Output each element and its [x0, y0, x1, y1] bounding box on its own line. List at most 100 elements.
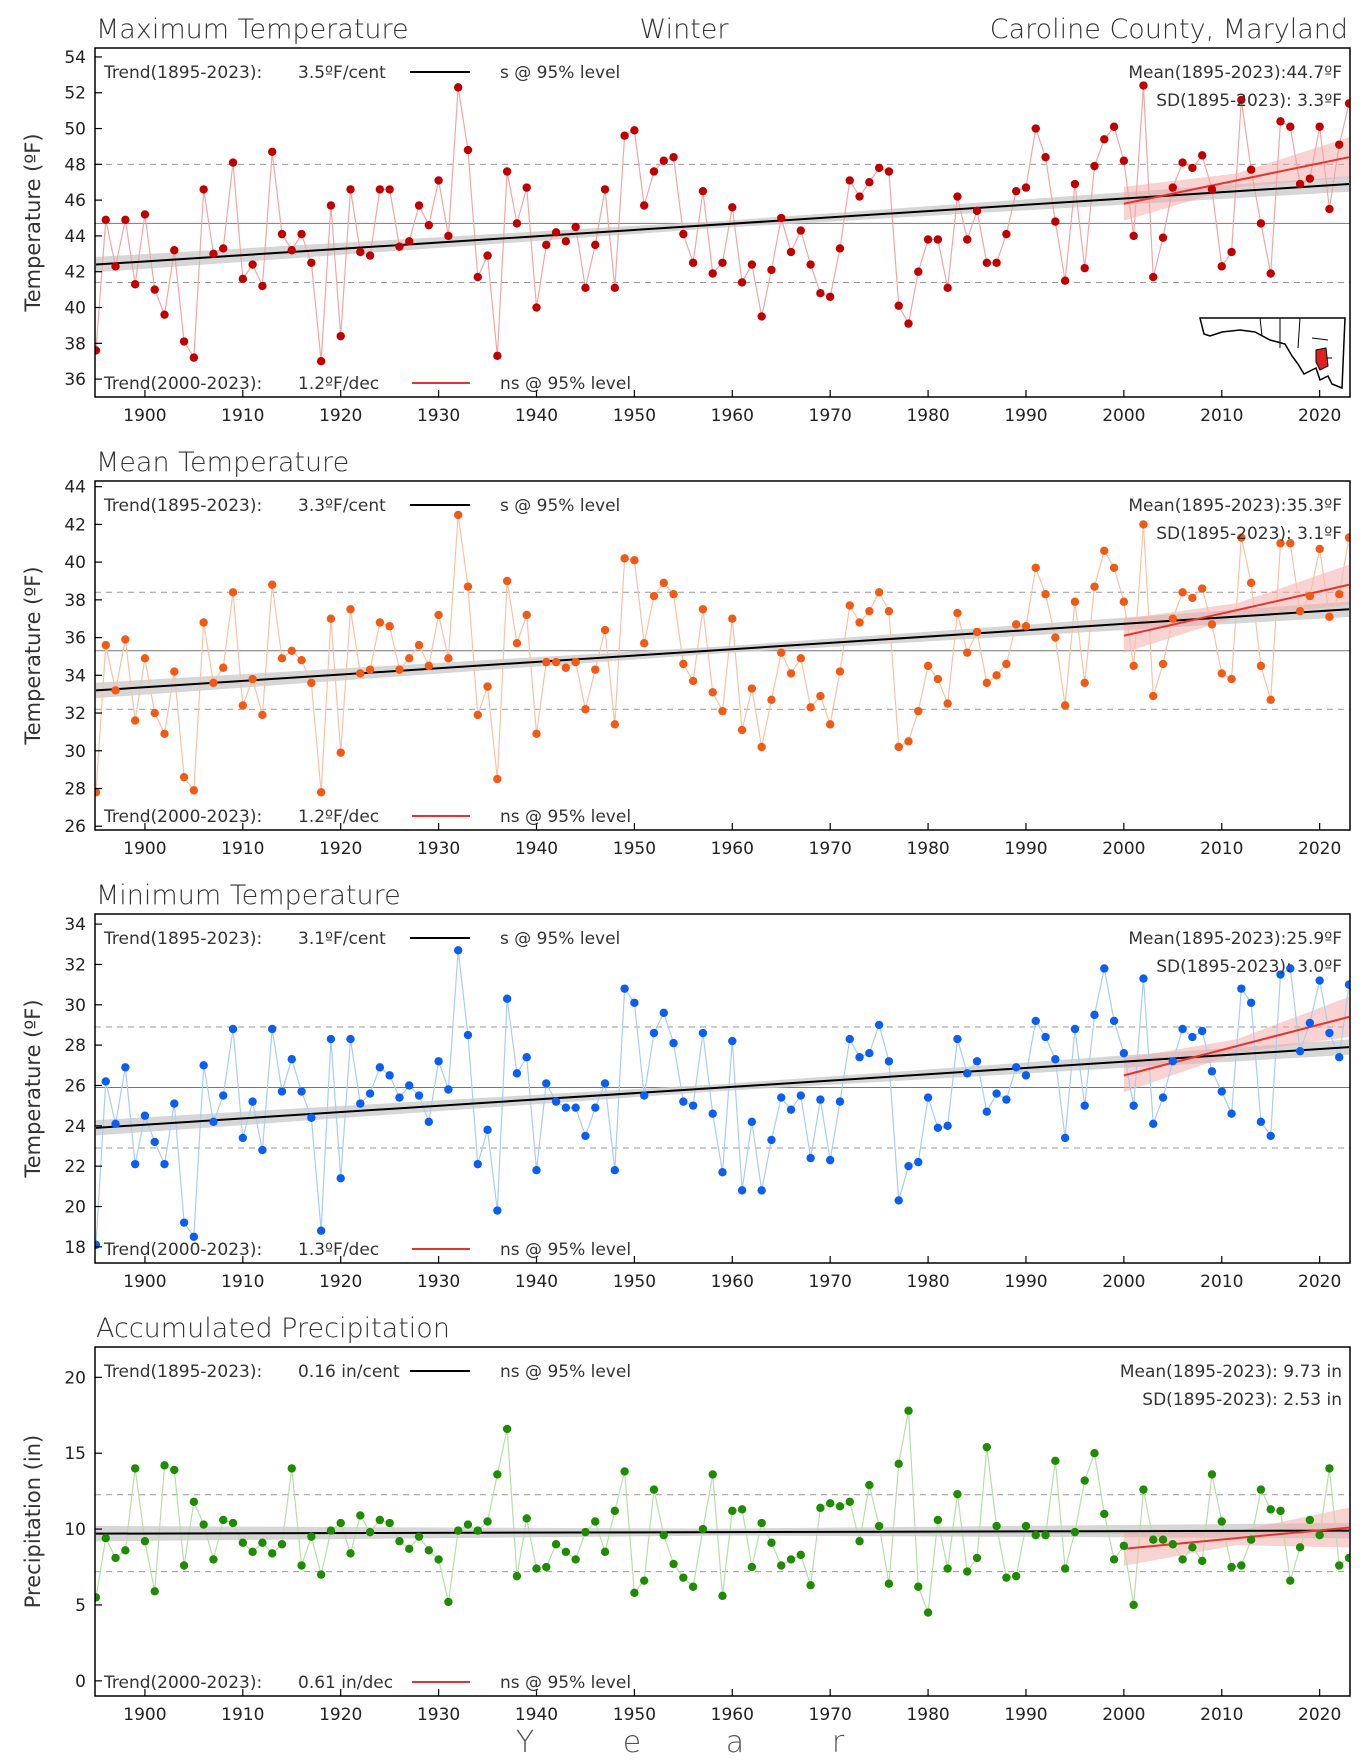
x-tick-label: 1950: [613, 1272, 656, 1292]
data-point: [130, 716, 140, 725]
data-point: [630, 126, 639, 135]
data-point: [267, 580, 277, 589]
data-point: [865, 1048, 874, 1058]
data-point: [855, 1053, 864, 1062]
data-point: [1315, 122, 1324, 131]
data-point: [502, 994, 512, 1003]
data-point: [346, 605, 355, 614]
data-point: [1158, 1535, 1168, 1544]
data-point: [346, 185, 355, 194]
maryland-map-icon: [1199, 317, 1346, 390]
data-point: [307, 258, 316, 267]
data-point: [512, 1069, 522, 1078]
data-point: [473, 710, 482, 720]
data-point: [620, 131, 629, 140]
data-point: [669, 152, 678, 162]
data-point: [796, 654, 806, 663]
data-point: [923, 235, 933, 244]
data-point: [874, 163, 884, 173]
data-point: [444, 654, 453, 663]
data-point: [933, 235, 943, 244]
data-point: [835, 1097, 845, 1106]
data-point: [150, 708, 159, 718]
data-point: [786, 247, 796, 257]
data-point: [630, 1588, 639, 1598]
trend-long-line: [95, 1046, 1350, 1129]
series-line: [95, 1410, 1350, 1613]
data-point: [943, 283, 952, 293]
data-point: [111, 262, 120, 271]
x-tick-label: 1900: [123, 406, 166, 426]
x-tick-label: 2010: [1200, 406, 1243, 426]
y-axis-label: Temperature (ºF): [21, 566, 45, 745]
data-point: [414, 1091, 424, 1100]
data-point: [542, 1562, 551, 1572]
data-point: [1256, 219, 1266, 228]
data-point: [111, 1553, 120, 1563]
data-point: [855, 618, 864, 627]
x-tick-label: 2020: [1298, 1272, 1341, 1292]
data-point: [825, 1155, 835, 1165]
data-point: [953, 608, 962, 618]
data-point: [1217, 1517, 1226, 1526]
data-point: [238, 274, 248, 284]
plot-frame: [94, 47, 1351, 398]
data-point: [708, 269, 717, 278]
data-point: [1021, 1071, 1031, 1080]
data-point: [405, 1544, 414, 1554]
data-point: [757, 742, 766, 752]
data-point: [1031, 563, 1040, 572]
y-tick-label: 32: [64, 955, 86, 975]
data-point: [219, 244, 228, 253]
data-point: [1060, 1564, 1070, 1573]
trend-short-label: Trend(2000-2023):: [103, 1673, 262, 1693]
data-point: [258, 1538, 267, 1547]
data-point: [277, 229, 287, 239]
data-point: [101, 1533, 110, 1543]
y-axis-label: Precipitation (in): [21, 1435, 45, 1608]
data-point: [277, 1087, 287, 1096]
y-tick-label: 28: [64, 1036, 86, 1056]
x-tick-label: 1950: [613, 1705, 656, 1725]
x-tick-label: 1910: [221, 1705, 264, 1725]
data-point: [551, 1540, 561, 1549]
data-point: [179, 1561, 189, 1570]
data-point: [1227, 1109, 1236, 1118]
data-point: [708, 1470, 717, 1479]
data-point: [1119, 1541, 1129, 1550]
data-point: [434, 1555, 443, 1564]
data-point: [395, 1537, 404, 1546]
mean-annotation: Mean(1895-2023): 9.73 in: [1120, 1362, 1342, 1382]
data-point: [600, 1079, 610, 1088]
data-point: [972, 1553, 982, 1563]
data-point: [297, 1087, 306, 1096]
data-point: [512, 1571, 522, 1581]
plot-frame: [94, 1346, 1351, 1697]
data-point: [669, 1559, 678, 1569]
data-point: [346, 1549, 355, 1558]
data-point: [121, 215, 130, 225]
data-point: [111, 1119, 120, 1129]
trend-long-label: Trend(1895-2023):: [103, 63, 262, 83]
trend-long-sig: s @ 95% level: [500, 496, 620, 516]
data-point: [1119, 1048, 1129, 1058]
data-point: [150, 1137, 159, 1147]
data-point: [1060, 276, 1070, 285]
data-point: [747, 1117, 757, 1126]
y-tick-label: 20: [64, 1368, 86, 1388]
data-point: [170, 667, 179, 676]
data-point: [522, 610, 531, 620]
data-point: [365, 251, 375, 260]
data-point: [287, 646, 296, 655]
data-point: [121, 1063, 130, 1072]
data-point: [1051, 1055, 1060, 1064]
data-point: [914, 706, 923, 716]
data-point: [884, 606, 894, 616]
data-point: [483, 682, 492, 691]
x-tick-label: 1980: [906, 1272, 949, 1292]
data-point: [140, 1537, 150, 1546]
data-point: [1051, 1456, 1060, 1466]
y-tick-label: 36: [64, 629, 86, 649]
data-point: [1090, 582, 1099, 591]
figure-header: Winter Caroline County, Maryland: [639, 14, 1348, 45]
